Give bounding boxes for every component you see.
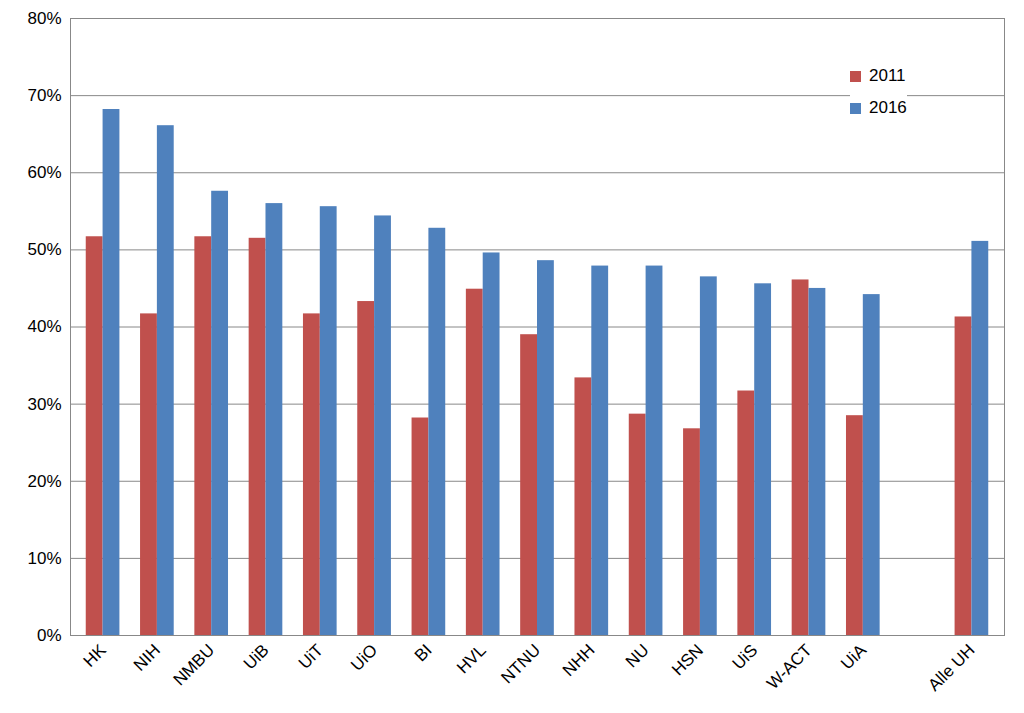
svg-text:HVL: HVL xyxy=(453,641,490,678)
svg-text:NIH: NIH xyxy=(130,641,164,675)
svg-text:UiS: UiS xyxy=(729,641,762,674)
svg-text:UiO: UiO xyxy=(347,641,381,675)
svg-text:HK: HK xyxy=(80,640,111,671)
svg-text:UiA: UiA xyxy=(837,640,870,673)
svg-text:NU: NU xyxy=(622,641,653,672)
svg-text:Alle UH: Alle UH xyxy=(924,641,978,695)
html-text:2016: 2016 xyxy=(869,98,907,117)
html-text:2011: 2011 xyxy=(869,66,906,85)
svg-text:UiB: UiB xyxy=(240,641,273,674)
svg-text:UiT: UiT xyxy=(295,641,327,673)
svg-text:50%: 50% xyxy=(27,240,61,259)
svg-text:W-ACT: W-ACT xyxy=(763,641,816,694)
svg-text:NHH: NHH xyxy=(559,641,598,680)
svg-text:NMBU: NMBU xyxy=(170,641,219,690)
svg-text:20%: 20% xyxy=(27,472,61,491)
svg-text:0%: 0% xyxy=(37,626,62,645)
svg-text:70%: 70% xyxy=(27,86,61,105)
svg-text:60%: 60% xyxy=(27,163,61,182)
svg-text:10%: 10% xyxy=(27,549,61,568)
svg-text:80%: 80% xyxy=(27,9,61,28)
svg-text:HSN: HSN xyxy=(668,641,707,680)
svg-text:NTNU: NTNU xyxy=(497,641,544,688)
svg-text:BI: BI xyxy=(411,641,436,666)
svg-text:30%: 30% xyxy=(27,395,61,414)
svg-text:40%: 40% xyxy=(27,317,61,336)
